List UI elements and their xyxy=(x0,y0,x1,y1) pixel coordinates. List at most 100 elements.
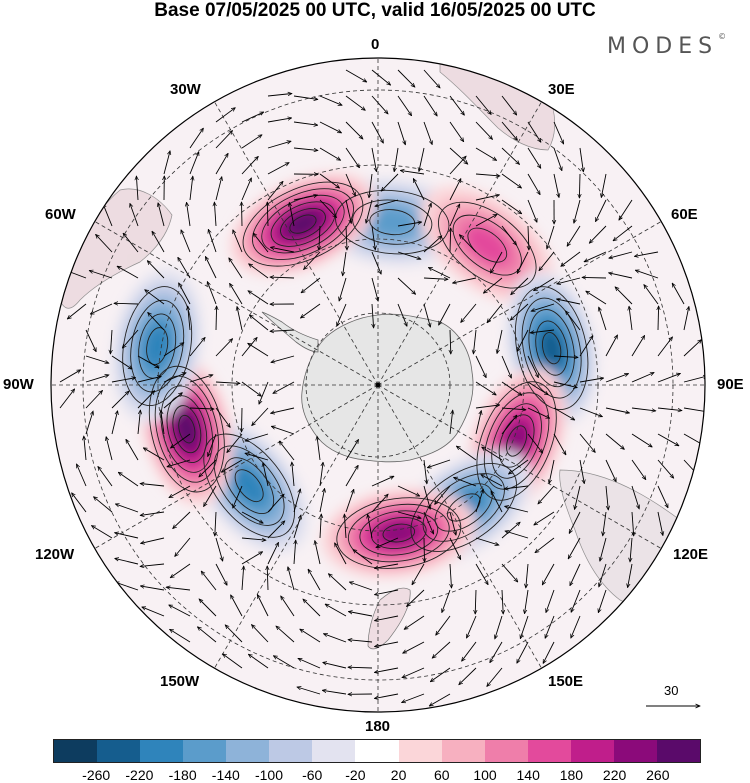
wind-vector-arrow xyxy=(501,147,520,164)
wind-vector-arrow xyxy=(683,376,705,383)
wind-vector-arrow xyxy=(298,657,321,669)
vector-scale-label: 30 xyxy=(664,683,679,698)
contour-line xyxy=(352,199,433,245)
contour-line xyxy=(535,320,569,376)
meridian-line xyxy=(377,101,542,386)
wind-vector-arrow xyxy=(423,95,437,116)
wind-vector-arrow xyxy=(527,121,541,142)
wind-vector-arrow xyxy=(423,278,448,279)
contour-line xyxy=(506,425,528,457)
wind-vector-arrow xyxy=(215,131,233,149)
wind-vector-arrow xyxy=(366,199,373,223)
wind-vector-arrow xyxy=(137,391,155,409)
wind-vector-arrow xyxy=(475,411,481,435)
wind-vector-arrow xyxy=(423,236,442,253)
colorbar-tick-label: 100 xyxy=(473,767,497,783)
wind-vector-arrow xyxy=(227,433,243,453)
wind-vector-arrow xyxy=(267,494,284,513)
wind-vector-arrow xyxy=(289,203,295,227)
wind-vector-arrow xyxy=(248,343,269,357)
wind-vector-arrow xyxy=(436,615,451,635)
wind-vector-arrow xyxy=(303,599,321,617)
wind-vector-arrow xyxy=(118,472,139,487)
wind-vector-arrow xyxy=(403,641,425,653)
lon-label-60e: 60E xyxy=(671,206,698,223)
contour-line xyxy=(261,194,345,254)
wind-vector-arrow xyxy=(487,667,503,687)
wind-vector-arrow xyxy=(245,433,269,441)
wind-vector-arrow xyxy=(301,277,321,293)
wind-vector-arrow xyxy=(215,537,223,561)
wind-vector-arrow xyxy=(59,370,81,383)
wind-vector-arrow xyxy=(253,233,269,253)
wind-vector-arrow xyxy=(300,629,321,643)
wind-vector-arrow xyxy=(143,448,165,461)
wind-vector-arrow xyxy=(103,204,113,227)
wind-vector-arrow xyxy=(301,303,321,318)
meridian-line xyxy=(377,384,542,669)
wind-vector-arrow xyxy=(147,261,165,279)
meridian-line xyxy=(214,101,379,386)
wind-vector-arrow xyxy=(599,307,607,331)
wind-vector-arrow xyxy=(343,251,347,276)
wind-vector-arrow xyxy=(501,563,518,582)
wind-vector-arrow xyxy=(319,121,342,134)
wind-vector-arrow xyxy=(199,599,217,617)
wind-vector-arrow xyxy=(543,641,555,663)
contour-line xyxy=(446,493,481,522)
wind-vector-arrow xyxy=(371,277,378,301)
contour-line xyxy=(130,299,185,393)
wind-vector-arrow xyxy=(579,336,593,357)
wind-vector-arrow xyxy=(85,375,109,383)
wind-vector-arrow xyxy=(85,391,103,409)
wind-vector-arrow xyxy=(375,589,399,595)
lon-label-180: 180 xyxy=(365,718,391,735)
wind-vector-arrow xyxy=(490,641,503,663)
wind-vector-arrow xyxy=(516,251,529,273)
wind-vector-arrow xyxy=(140,563,165,566)
colorbar-swatch xyxy=(613,740,657,762)
wind-vector-arrow xyxy=(320,514,321,539)
wind-vector-arrow xyxy=(319,488,325,513)
wind-vector-arrow xyxy=(96,234,113,253)
wind-vector-arrow xyxy=(502,589,503,614)
wind-vector-arrow xyxy=(249,264,269,279)
wind-vector-arrow xyxy=(505,506,529,513)
wind-vector-arrow xyxy=(449,121,464,142)
wind-vector-arrow xyxy=(629,306,633,331)
wind-vector-arrow xyxy=(339,277,347,301)
wind-vector-arrow xyxy=(189,152,199,175)
wind-vector-arrow xyxy=(542,563,555,585)
wind-vector-arrow xyxy=(256,595,269,617)
wind-vector-arrow xyxy=(114,303,139,304)
wind-vector-arrow xyxy=(111,378,136,383)
wind-vector-arrow xyxy=(527,355,539,378)
colorbar-swatch xyxy=(398,740,442,762)
wind-vector-arrow xyxy=(561,251,581,266)
wind-vector-arrow xyxy=(475,489,483,513)
anomaly-fill xyxy=(365,206,419,238)
colorbar-tick-label: -180 xyxy=(168,767,197,783)
colorbar-ticks: -260 -220 -180 -140 -100 -60 -20 20 60 100 140 180 2… xyxy=(0,767,750,783)
wind-vector-arrow xyxy=(657,373,680,383)
colorbar-swatch xyxy=(226,740,270,762)
wind-vector-arrow xyxy=(475,121,493,139)
wind-vector-arrow xyxy=(371,225,375,250)
contour-line xyxy=(542,331,562,365)
wind-vector-arrow xyxy=(170,629,191,643)
wind-vector-arrow xyxy=(567,225,581,246)
wind-vector-arrow xyxy=(208,229,217,253)
wind-vector-arrow xyxy=(582,277,607,278)
wind-vector-arrow xyxy=(337,303,347,326)
wind-vector-arrow xyxy=(110,329,112,354)
wind-vector-arrow xyxy=(631,459,646,480)
wind-vector-arrow xyxy=(122,329,139,348)
wind-vector-arrow xyxy=(467,615,477,638)
wind-vector-arrow xyxy=(509,459,529,474)
lon-label-90w: 90W xyxy=(3,376,34,393)
wind-vector-arrow xyxy=(140,484,165,487)
wind-vector-arrow xyxy=(549,459,555,484)
wind-vector-arrow xyxy=(231,595,243,617)
wind-vector-arrow xyxy=(553,173,559,198)
wind-vector-arrow xyxy=(267,141,291,149)
